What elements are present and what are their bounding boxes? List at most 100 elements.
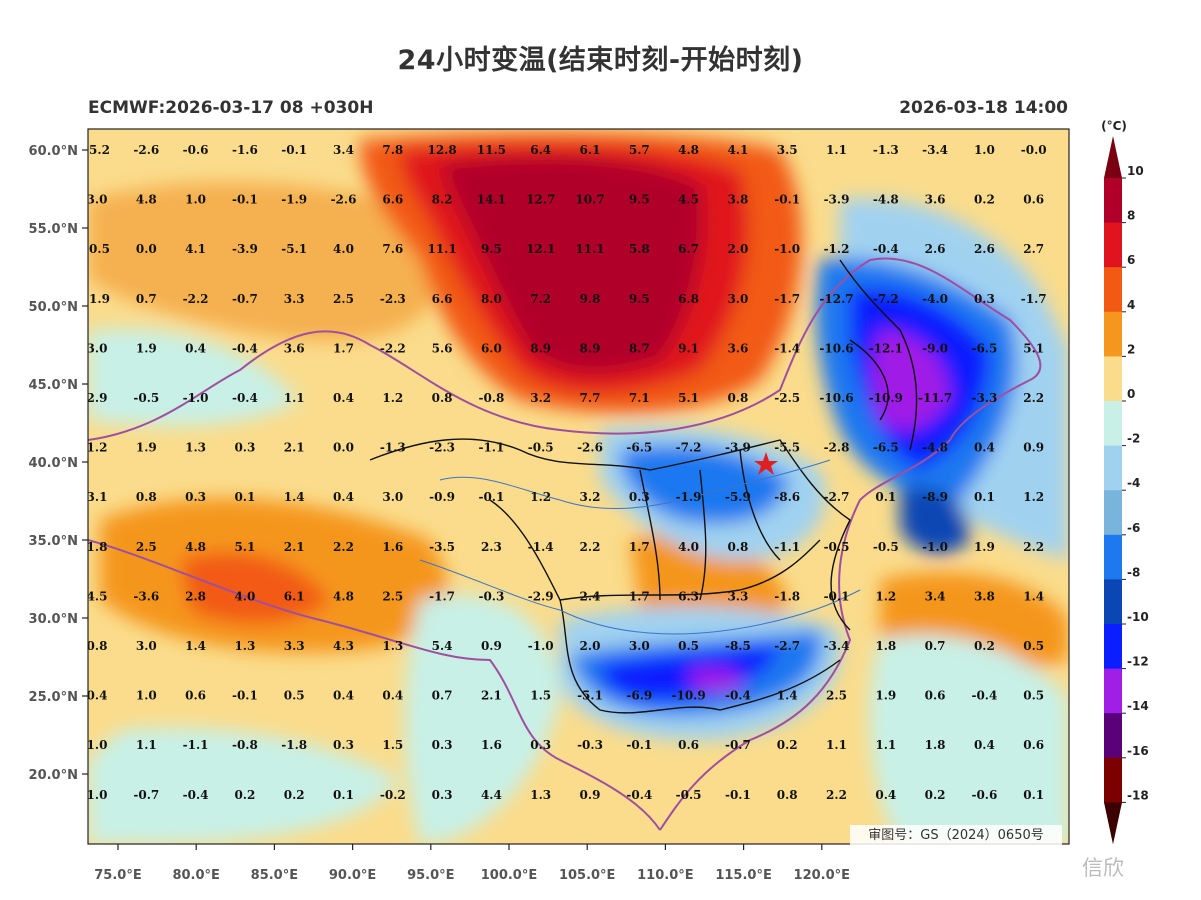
grid-value: -3.3 — [971, 391, 997, 405]
colorbar-swatch — [1104, 311, 1122, 357]
grid-value: -10.6 — [819, 341, 853, 355]
grid-value: 4.8 — [333, 589, 354, 603]
grid-value: -1.7 — [1021, 292, 1047, 306]
grid-value: 2.6 — [974, 242, 995, 256]
grid-value: 0.1 — [974, 490, 995, 504]
colorbar-top-tip — [1104, 136, 1122, 178]
grid-value: 3.8 — [727, 193, 748, 207]
lat-tick-label: 30.0°N — [29, 612, 78, 627]
grid-value: -1.1 — [183, 738, 209, 752]
grid-value: -0.5 — [133, 391, 159, 405]
grid-value: 0.6 — [925, 689, 946, 703]
grid-value: 3.0 — [382, 490, 403, 504]
grid-value: 0.9 — [481, 639, 502, 653]
grid-value: 12.7 — [526, 193, 555, 207]
grid-value: 1.7 — [629, 589, 650, 603]
grid-value: -1.9 — [281, 193, 307, 207]
grid-value: -0.1 — [824, 589, 850, 603]
grid-value: -4.8 — [922, 441, 948, 455]
grid-value: -2.6 — [331, 193, 357, 207]
grid-value: 8.0 — [481, 292, 502, 306]
grid-value: -0.1 — [478, 490, 504, 504]
grid-value: 3.5 — [777, 143, 798, 157]
colorbar-swatch — [1104, 624, 1122, 670]
grid-value: 0.4 — [87, 689, 108, 703]
grid-value: -8.5 — [725, 639, 751, 653]
grid-value: 1.4 — [284, 490, 305, 504]
grid-value: 0.8 — [432, 391, 453, 405]
lon-tick-label: 95.0°E — [407, 868, 454, 883]
grid-value: 1.4 — [777, 689, 798, 703]
grid-value: -0.7 — [133, 788, 159, 802]
grid-value: 1.1 — [136, 738, 157, 752]
colorbar-bottom-tip — [1104, 802, 1122, 845]
grid-value: -1.2 — [824, 242, 850, 256]
grid-value: 2.8 — [185, 589, 206, 603]
grid-value: 0.4 — [974, 441, 995, 455]
grid-value: 0.8 — [727, 391, 748, 405]
lat-tick-label: 45.0°N — [29, 378, 78, 393]
grid-value: -7.2 — [676, 441, 702, 455]
grid-value: 7.8 — [382, 143, 403, 157]
grid-value: 0.3 — [234, 441, 255, 455]
grid-value: -1.9 — [84, 292, 110, 306]
grid-value: 6.0 — [481, 341, 502, 355]
grid-value: -4.8 — [873, 193, 899, 207]
grid-value: 4.3 — [333, 639, 354, 653]
grid-value: 3.2 — [580, 490, 601, 504]
grid-value: -0.5 — [676, 788, 702, 802]
grid-value: -2.8 — [824, 441, 850, 455]
grid-value: 3.0 — [87, 193, 108, 207]
grid-value: -1.0 — [183, 391, 209, 405]
grid-value: -0.1 — [232, 193, 258, 207]
grid-value: 2.3 — [481, 540, 502, 554]
grid-value: -0.1 — [626, 738, 652, 752]
grid-value: -0.7 — [232, 292, 258, 306]
grid-value: 0.2 — [284, 788, 305, 802]
grid-value: 2.1 — [481, 689, 502, 703]
grid-value: -6.5 — [626, 441, 652, 455]
grid-value: 0.3 — [629, 490, 650, 504]
grid-value: 6.3 — [678, 589, 699, 603]
grid-value: -3.9 — [824, 193, 850, 207]
colorbar-swatch — [1104, 713, 1122, 759]
grid-value: -0.8 — [478, 391, 504, 405]
grid-value: -0.7 — [725, 738, 751, 752]
grid-value: -2.6 — [577, 441, 603, 455]
grid-value: -4.0 — [922, 292, 948, 306]
grid-value: -0.3 — [478, 589, 504, 603]
grid-value: -0.3 — [577, 738, 603, 752]
lon-tick-label: 90.0°E — [329, 868, 376, 883]
grid-value: -1.4 — [774, 341, 800, 355]
grid-value: -1.1 — [478, 441, 504, 455]
grid-value: -10.6 — [819, 391, 853, 405]
grid-value: -1.8 — [774, 589, 800, 603]
colorbar-label: 0 — [1127, 387, 1135, 401]
grid-value: -2.9 — [528, 589, 554, 603]
grid-value: 0.5 — [284, 689, 305, 703]
grid-value: 11.1 — [575, 242, 604, 256]
grid-value: 4.5 — [87, 589, 108, 603]
grid-value: 1.3 — [234, 639, 255, 653]
grid-value: 7.7 — [580, 391, 601, 405]
grid-value: 0.8 — [87, 639, 108, 653]
grid-value: 2.5 — [826, 689, 847, 703]
grid-value: -0.1 — [725, 788, 751, 802]
grid-value: -1.8 — [281, 738, 307, 752]
temperature-field: -5.2 -2.6 -0.6 -1.6 -0.1 3.4 7.8 12.8 11.5 6.4 6.1… — [84, 129, 1069, 844]
colorbar-swatch — [1104, 757, 1122, 803]
grid-value: 0.5 — [1023, 689, 1044, 703]
colorbar-label: 8 — [1127, 209, 1135, 223]
grid-value: 3.3 — [727, 589, 748, 603]
grid-value: -3.6 — [133, 589, 159, 603]
grid-value: -8.6 — [774, 490, 800, 504]
grid-value: 1.7 — [333, 341, 354, 355]
grid-value: 0.2 — [974, 193, 995, 207]
grid-value: 5.1 — [678, 391, 699, 405]
grid-value: 1.2 — [87, 441, 108, 455]
model-run-label: ECMWF:2026-03-17 08 +030H — [88, 98, 374, 118]
grid-value: -1.3 — [380, 441, 406, 455]
grid-value: 3.4 — [925, 589, 946, 603]
grid-value: 3.0 — [87, 341, 108, 355]
longitude-axis: 75.0°E 80.0°E 85.0°E 90.0°E 95.0°E 100.0°E 105… — [94, 844, 850, 883]
